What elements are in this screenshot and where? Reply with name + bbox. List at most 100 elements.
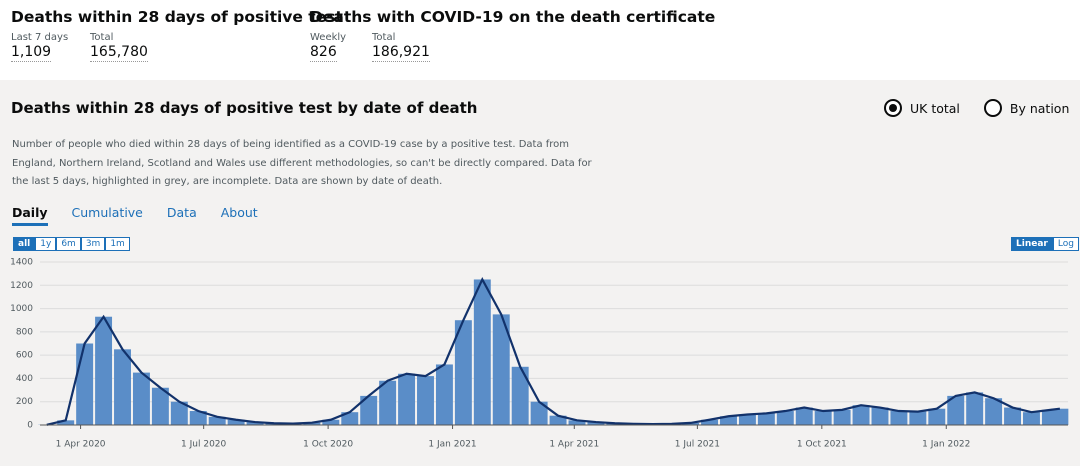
bar (132, 372, 150, 425)
bar (492, 314, 510, 425)
stat-title: Deaths within 28 days of positive test (11, 8, 343, 26)
bar (76, 343, 94, 425)
range-buttons: all 1y 6m 3m 1m (13, 237, 130, 251)
description-line: England, Northern Ireland, Scotland and … (12, 157, 592, 169)
radio-option[interactable]: UK total (884, 99, 960, 117)
bar (208, 416, 226, 425)
x-tick-label: 1 Oct 2021 (797, 440, 847, 450)
bar (871, 407, 889, 425)
description-line: Number of people who died within 28 days… (12, 139, 570, 150)
bar (833, 409, 851, 425)
y-tick-label: 1400 (10, 258, 33, 268)
bar (417, 376, 434, 425)
bar (909, 411, 927, 425)
y-tick-label: 800 (16, 327, 33, 337)
bar (985, 398, 1003, 425)
stat-label: Weekly (310, 32, 347, 43)
scale-buttons: Linear Log (1011, 237, 1079, 251)
bar (947, 395, 965, 425)
range-button[interactable]: 1m (105, 237, 130, 251)
x-tick-label: 1 Jul 2021 (675, 440, 720, 450)
y-tick-label: 200 (16, 397, 33, 407)
stat-label: Last 7 days (11, 32, 69, 43)
bar (341, 412, 359, 425)
tabs: Daily Cumulative Data About (12, 205, 258, 226)
bar (928, 408, 946, 425)
stat-value: 186,921 (372, 44, 430, 62)
bar (1023, 412, 1040, 425)
x-tick-label: 1 Jul 2020 (181, 440, 226, 450)
bar (568, 420, 586, 425)
bar (57, 420, 75, 425)
bar (701, 419, 719, 425)
description: Number of people who died within 28 days… (12, 136, 592, 192)
radio-circle[interactable] (884, 99, 902, 117)
bar (757, 413, 775, 425)
bar (151, 387, 169, 425)
stat-title: Deaths with COVID-19 on the death certif… (310, 8, 716, 26)
y-tick-label: 0 (27, 421, 33, 431)
range-button[interactable]: 1y (35, 237, 57, 251)
bar (720, 416, 737, 425)
bar (189, 411, 207, 425)
bar (227, 419, 245, 425)
stat-label: Total (90, 32, 114, 43)
bar (549, 415, 567, 425)
bar (114, 349, 131, 425)
y-tick-label: 1200 (10, 281, 33, 291)
bar (360, 395, 378, 425)
bar (890, 411, 908, 425)
stat-label: Total (372, 32, 396, 43)
bar (795, 407, 813, 425)
y-tick-label: 600 (16, 351, 33, 361)
bar (966, 392, 984, 425)
bar (511, 366, 529, 425)
bar (776, 411, 794, 425)
bar (1004, 407, 1022, 425)
x-tick-label: 1 Apr 2021 (549, 440, 599, 450)
y-tick-label: 1000 (10, 304, 33, 314)
bar (398, 373, 416, 425)
bar (1051, 408, 1069, 425)
bar (473, 279, 491, 425)
bar (435, 364, 453, 425)
radio-option[interactable]: By nation (983, 99, 1070, 117)
bar (322, 419, 340, 425)
y-tick-label: 400 (16, 374, 33, 384)
range-button[interactable]: all (13, 237, 36, 251)
stat-value: 1,109 (11, 44, 52, 62)
bar (587, 422, 605, 425)
bar (454, 320, 472, 425)
bar (738, 414, 756, 425)
bar (530, 401, 548, 425)
tab[interactable]: Cumulative (71, 205, 143, 220)
bar (814, 411, 832, 425)
radio-label: UK total (910, 100, 960, 116)
bar (303, 422, 321, 425)
stat-value: 826 (310, 44, 337, 62)
bar (852, 405, 870, 425)
panel-title: Deaths within 28 days of positive test b… (11, 99, 478, 117)
bar (170, 401, 188, 425)
x-tick-label: 1 Apr 2020 (56, 440, 106, 450)
bar (246, 422, 264, 425)
tab[interactable]: Daily (12, 205, 48, 226)
scale-button[interactable]: Linear (1011, 237, 1053, 251)
tab[interactable]: About (220, 205, 258, 220)
bar (95, 316, 113, 425)
tab[interactable]: Data (166, 205, 197, 220)
radio-group: UK total By nation (884, 99, 1069, 117)
description-line: the last 5 days, highlighted in grey, ar… (12, 176, 443, 187)
radio-dot (889, 104, 897, 112)
stat-value: 165,780 (90, 44, 148, 62)
radio-label: By nation (1009, 100, 1070, 116)
radio-circle[interactable] (983, 99, 1002, 117)
x-tick-label: 1 Jan 2022 (922, 440, 970, 450)
trend-line (46, 277, 1061, 426)
scale-button[interactable]: Log (1052, 237, 1079, 251)
bar (379, 380, 397, 425)
range-button[interactable]: 3m (80, 237, 106, 251)
range-button[interactable]: 6m (56, 237, 81, 251)
